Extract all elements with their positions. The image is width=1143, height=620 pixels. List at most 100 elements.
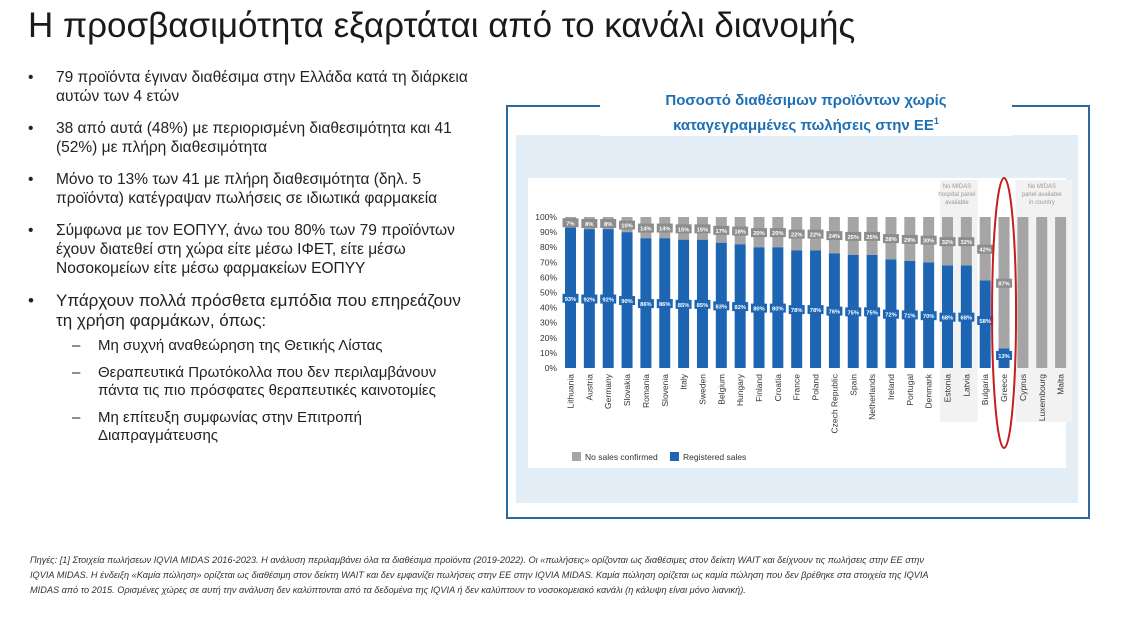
chart-title: Ποσοστό διαθέσιμων προϊόντων χωρίς καταγ… bbox=[600, 91, 1012, 136]
bar-label-no-sales: 22% bbox=[791, 233, 803, 239]
bar-label-no-sales: 14% bbox=[659, 227, 671, 233]
bullet-text: Σύμφωνα με τον ΕΟΠΥΥ, άνω του 80% των 79… bbox=[56, 222, 455, 277]
bar-label-bg bbox=[864, 307, 881, 317]
bar-label-no-sales: 10% bbox=[621, 224, 633, 230]
bar-label-no-sales: 18% bbox=[734, 230, 746, 236]
legend-label-registered-sales: Registered sales bbox=[683, 452, 746, 462]
bar-label-bg bbox=[788, 305, 805, 315]
x-tick-label: Ireland bbox=[886, 374, 896, 400]
bar-label-registered-sales: 83% bbox=[715, 304, 727, 310]
y-tick-label: 40% bbox=[540, 303, 557, 313]
bar-label-bg bbox=[581, 219, 598, 229]
chart-title-footnote: 1 bbox=[933, 116, 939, 126]
x-tick-label: Malta bbox=[1056, 374, 1066, 395]
bar-label-bg bbox=[845, 231, 862, 241]
bar-label-bg bbox=[845, 307, 862, 317]
y-tick-label: 0% bbox=[545, 363, 558, 373]
page-title: Η προσβασιμότητα εξαρτάται από το κανάλι… bbox=[28, 6, 856, 45]
bar-label-registered-sales: 75% bbox=[866, 310, 878, 316]
x-tick-label: Estonia bbox=[943, 374, 953, 403]
bar-no-sales-confirmed bbox=[1055, 217, 1067, 368]
y-tick-label: 80% bbox=[540, 242, 557, 252]
bar-label-registered-sales: 80% bbox=[772, 307, 784, 313]
bar-label-bg bbox=[996, 351, 1013, 360]
bullet-item: • Σύμφωνα με τον ΕΟΠΥΥ, άνω του 80% των 7… bbox=[28, 221, 478, 278]
bar-label-registered-sales: 75% bbox=[847, 310, 859, 316]
bar-label-no-sales: 22% bbox=[810, 233, 822, 239]
bullet-item: • 79 προϊόντα έγιναν διαθέσιμα στην Ελλάδ… bbox=[28, 68, 478, 106]
y-tick-label: 70% bbox=[540, 257, 557, 267]
bar-label-registered-sales: 92% bbox=[602, 298, 614, 304]
bar-label-bg bbox=[920, 235, 937, 245]
x-tick-label: Poland bbox=[811, 374, 821, 401]
bar-label-no-sales: 30% bbox=[923, 239, 935, 245]
bar-label-bg bbox=[694, 299, 711, 309]
bar-label-bg bbox=[826, 306, 843, 316]
bullet-text: Υπάρχουν πολλά πρόσθετα εμπόδια που επηρ… bbox=[56, 291, 461, 330]
bar-label-no-sales: 42% bbox=[979, 248, 991, 254]
bar-label-bg bbox=[600, 219, 617, 229]
bar-label-no-sales: 17% bbox=[715, 229, 727, 235]
x-tick-label: Austria bbox=[584, 374, 594, 401]
x-tick-label: Germany bbox=[603, 373, 613, 409]
bar-label-bg bbox=[807, 229, 824, 239]
x-tick-label: Cyprus bbox=[1018, 374, 1028, 401]
sub-bullet-dash: – bbox=[72, 337, 81, 354]
bar-label-bg bbox=[977, 316, 994, 325]
y-tick-label: 60% bbox=[540, 272, 557, 282]
bar-label-bg bbox=[656, 299, 673, 309]
annotation-no-country-panel: No MIDAS bbox=[1028, 184, 1056, 190]
bar-label-bg bbox=[713, 301, 730, 311]
bar-label-registered-sales: 13% bbox=[998, 354, 1010, 360]
bar-label-registered-sales: 85% bbox=[697, 303, 709, 309]
x-tick-label: Hungary bbox=[735, 373, 745, 406]
bar-label-no-sales: 24% bbox=[829, 234, 841, 240]
x-tick-label: Denmark bbox=[924, 373, 934, 408]
x-tick-label: Italy bbox=[679, 373, 689, 389]
x-tick-label: Belgium bbox=[716, 374, 726, 405]
bar-label-bg bbox=[562, 293, 579, 303]
bar-label-bg bbox=[939, 312, 956, 322]
x-tick-label: Slovenia bbox=[660, 374, 670, 407]
bar-label-bg bbox=[977, 244, 994, 254]
x-tick-label: Bulgaria bbox=[980, 374, 990, 405]
bar-no-sales-confirmed bbox=[1036, 217, 1048, 368]
bar-label-no-sales: 8% bbox=[604, 222, 612, 228]
sub-bullet-item: – Μη επίτευξη συμφωνίας στην Επιτροπή Δια… bbox=[28, 409, 478, 445]
bar-label-bg bbox=[732, 302, 749, 312]
bar-label-no-sales: 20% bbox=[772, 231, 784, 237]
bar-label-bg bbox=[675, 224, 692, 234]
bar-label-bg bbox=[769, 303, 786, 313]
sub-bullet-dash: – bbox=[72, 409, 81, 426]
bar-label-bg bbox=[751, 303, 767, 313]
bar-label-no-sales: 32% bbox=[942, 240, 954, 246]
bullet-dot: • bbox=[28, 120, 34, 137]
bar-label-bg bbox=[562, 218, 579, 228]
bar-label-bg bbox=[619, 220, 636, 230]
bullet-text: Μόνο το 13% των 41 με πλήρη διαθεσιμότητ… bbox=[56, 171, 438, 207]
bar-label-no-sales: 32% bbox=[961, 240, 973, 246]
annotation-no-country-panel: panel available bbox=[1022, 192, 1063, 198]
bar-label-no-sales: 87% bbox=[998, 282, 1010, 288]
bar-label-bg bbox=[751, 228, 767, 238]
bar-label-no-sales: 15% bbox=[678, 227, 690, 233]
bullet-item: • Υπάρχουν πολλά πρόσθετα εμπόδια που επη… bbox=[28, 291, 478, 331]
sub-bullet-text: Μη συχνή αναθεώρηση της Θετικής Λίστας bbox=[98, 337, 383, 354]
bar-label-no-sales: 29% bbox=[904, 238, 916, 244]
bullet-dot: • bbox=[28, 222, 34, 239]
bar-label-bg bbox=[637, 299, 654, 309]
sub-bullet-item: – Θεραπευτικά Πρωτόκολλα που δεν περιλαμβ… bbox=[28, 364, 478, 400]
legend-swatch-no-sales bbox=[572, 452, 581, 461]
bar-label-bg bbox=[882, 309, 899, 319]
bar-label-bg bbox=[996, 278, 1013, 288]
bar-label-bg bbox=[826, 231, 843, 241]
greece-highlight-ellipse bbox=[991, 177, 1018, 449]
annotation-no-hospital-panel: No MIDAS bbox=[943, 184, 971, 190]
y-tick-label: 20% bbox=[540, 333, 557, 343]
bar-label-bg bbox=[958, 237, 975, 247]
bar-label-bg bbox=[619, 296, 636, 306]
bar-label-no-sales: 15% bbox=[697, 227, 709, 233]
bar-label-registered-sales: 70% bbox=[923, 314, 935, 320]
x-tick-label: Latvia bbox=[961, 374, 971, 397]
